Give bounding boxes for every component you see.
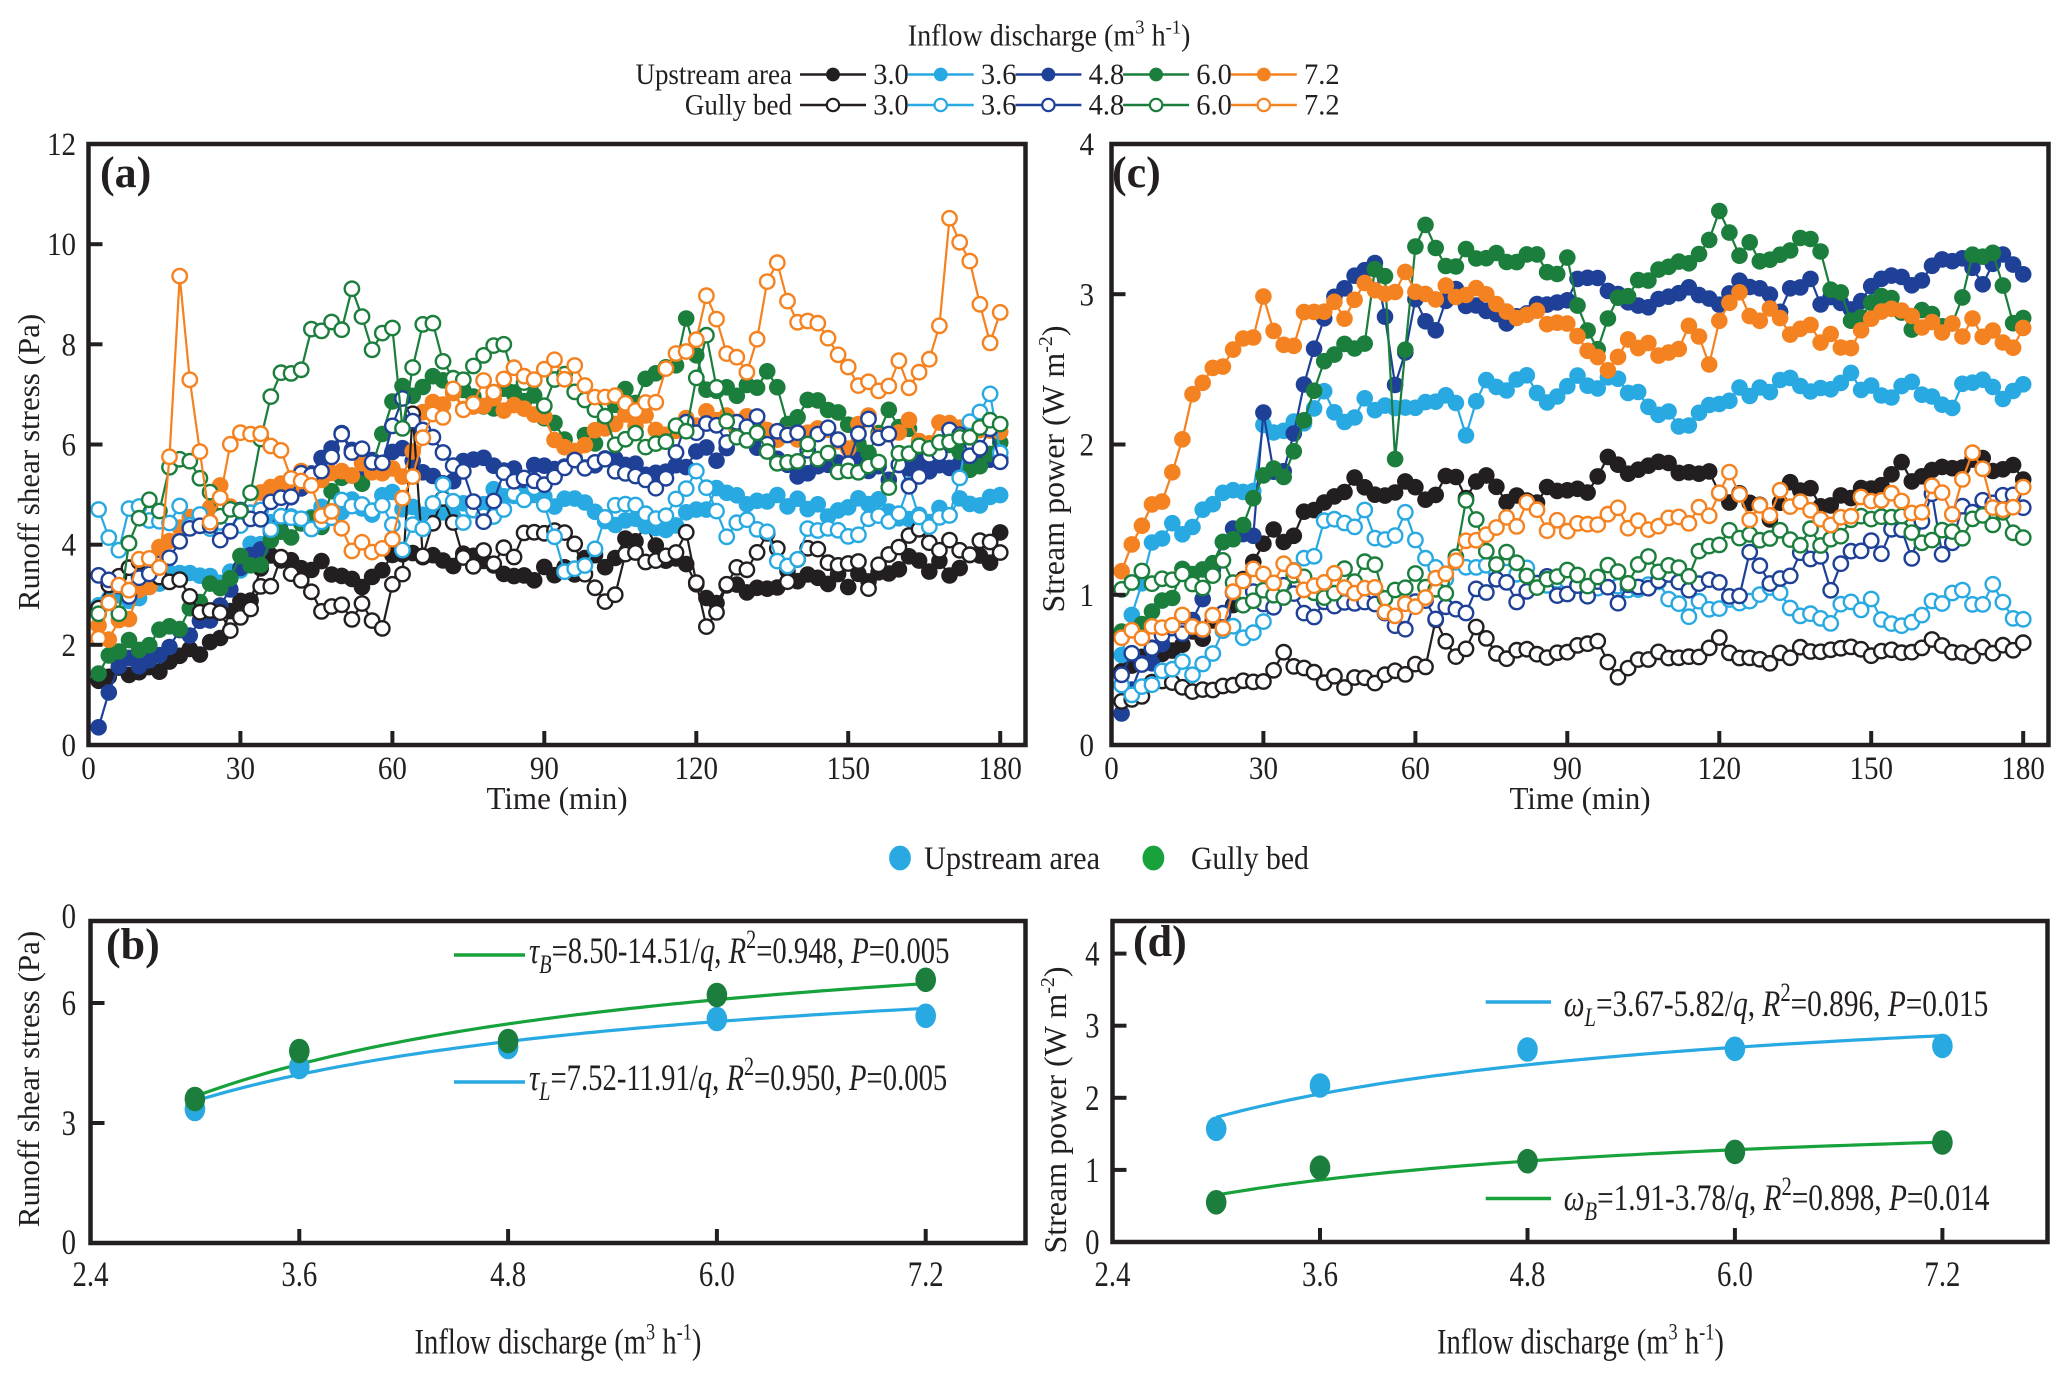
svg-text:0: 0 [1085, 1223, 1099, 1263]
svg-text:4.8: 4.8 [1509, 1255, 1545, 1295]
svg-text:7.2: 7.2 [1304, 58, 1340, 91]
svg-text:Stream power (W m-2): Stream power (W m-2) [1037, 966, 1073, 1253]
svg-text:0: 0 [61, 726, 76, 763]
svg-text:3.6: 3.6 [981, 89, 1017, 122]
svg-text:120: 120 [675, 749, 719, 786]
svg-text:6: 6 [62, 984, 76, 1024]
svg-text:7.2: 7.2 [1304, 89, 1340, 122]
svg-text:Runoff shear stress (Pa): Runoff shear stress (Pa) [11, 314, 46, 610]
svg-text:2: 2 [1079, 426, 1094, 463]
svg-text:0: 0 [62, 1223, 76, 1263]
svg-text:10: 10 [47, 225, 76, 262]
svg-text:Gully bed: Gully bed [1191, 840, 1309, 877]
svg-text:1: 1 [1085, 1151, 1099, 1191]
svg-text:4.8: 4.8 [1089, 89, 1125, 122]
svg-text:3.0: 3.0 [873, 89, 909, 122]
svg-text:Inflow discharge (m3 h-1): Inflow discharge (m3 h-1) [415, 1320, 702, 1363]
svg-text:4.8: 4.8 [1089, 58, 1125, 91]
svg-text:30: 30 [226, 749, 255, 786]
svg-text:3.6: 3.6 [981, 58, 1017, 91]
svg-text:3.6: 3.6 [281, 1255, 317, 1295]
svg-text:4.8: 4.8 [490, 1255, 526, 1295]
svg-text:ωB=1.91-3.78/q, R2=0.898, P=0.: ωB=1.91-3.78/q, R2=0.898, P=0.014 [1564, 1173, 1990, 1227]
svg-text:Time (min): Time (min) [1509, 781, 1650, 817]
svg-text:2.4: 2.4 [1095, 1255, 1131, 1295]
svg-text:Runoff shear stress (Pa): Runoff shear stress (Pa) [11, 931, 46, 1227]
svg-text:4: 4 [1079, 125, 1094, 162]
svg-text:30: 30 [1249, 749, 1278, 786]
svg-text:6.0: 6.0 [1717, 1255, 1753, 1295]
svg-text:150: 150 [826, 749, 870, 786]
svg-text:180: 180 [978, 749, 1022, 786]
svg-text:ωL=3.67-5.82/q, R2=0.896, P=0.: ωL=3.67-5.82/q, R2=0.896, P=0.015 [1564, 979, 1988, 1033]
svg-text:1: 1 [1079, 576, 1094, 613]
svg-text:τB=8.50-14.51/q, R2=0.948, P=0: τB=8.50-14.51/q, R2=0.948, P=0.005 [529, 926, 949, 980]
svg-text:4: 4 [1085, 935, 1099, 975]
svg-text:120: 120 [1698, 749, 1742, 786]
svg-text:12: 12 [47, 125, 76, 162]
svg-text:Time (min): Time (min) [486, 781, 627, 817]
svg-text:7.2: 7.2 [1924, 1255, 1960, 1295]
svg-text:Gully bed: Gully bed [685, 89, 792, 122]
svg-text:Stream power (W m-2): Stream power (W m-2) [1035, 325, 1071, 612]
svg-text:Upstream area: Upstream area [924, 840, 1100, 876]
svg-text:2: 2 [1085, 1079, 1099, 1119]
svg-text:3: 3 [1079, 276, 1094, 313]
svg-text:180: 180 [2001, 749, 2045, 786]
svg-text:(c): (c) [1112, 148, 1161, 197]
svg-text:90: 90 [1553, 749, 1582, 786]
svg-text:3.0: 3.0 [873, 58, 909, 91]
svg-text:60: 60 [1401, 749, 1430, 786]
svg-text:Inflow discharge (m3 h-1): Inflow discharge (m3 h-1) [908, 17, 1191, 53]
svg-text:90: 90 [530, 749, 559, 786]
svg-text:6.0: 6.0 [699, 1255, 735, 1295]
svg-text:4: 4 [61, 526, 76, 563]
svg-text:60: 60 [378, 749, 407, 786]
svg-text:(a): (a) [100, 148, 151, 197]
svg-text:0: 0 [1104, 749, 1119, 786]
svg-text:6.0: 6.0 [1196, 89, 1232, 122]
svg-text:2: 2 [61, 626, 76, 663]
svg-text:6.0: 6.0 [1196, 58, 1232, 91]
svg-text:8: 8 [61, 326, 76, 363]
svg-text:3: 3 [62, 1104, 76, 1144]
svg-text:τL=7.52-11.91/q, R2=0.950, P=0: τL=7.52-11.91/q, R2=0.950, P=0.005 [529, 1053, 947, 1107]
svg-text:3: 3 [1085, 1007, 1099, 1047]
svg-text:0: 0 [1079, 726, 1094, 763]
svg-text:6: 6 [61, 426, 76, 463]
svg-text:Inflow discharge (m3 h-1): Inflow discharge (m3 h-1) [1437, 1320, 1724, 1363]
svg-text:2.4: 2.4 [73, 1255, 109, 1295]
svg-text:7.2: 7.2 [908, 1255, 944, 1295]
svg-text:0: 0 [62, 897, 76, 937]
svg-text:(b): (b) [106, 920, 160, 969]
svg-text:150: 150 [1849, 749, 1893, 786]
svg-text:(d): (d) [1133, 917, 1187, 966]
svg-text:0: 0 [81, 749, 96, 786]
svg-text:3.6: 3.6 [1302, 1255, 1338, 1295]
svg-text:Upstream area: Upstream area [635, 59, 792, 92]
